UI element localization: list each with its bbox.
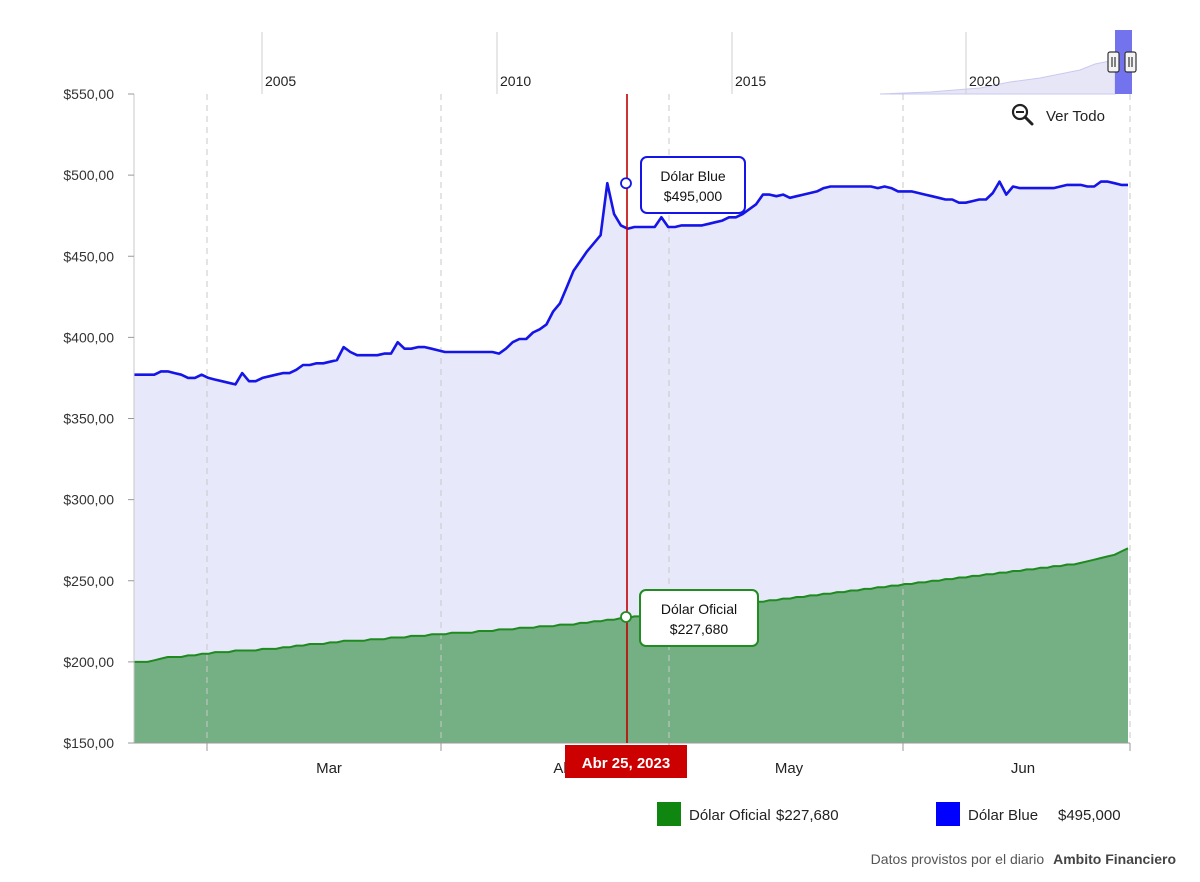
- ver-todo-button[interactable]: Ver Todo: [1011, 103, 1105, 126]
- y-tick-label: $350,00: [63, 411, 114, 427]
- tooltip-dolar-blue: Dólar Blue $495,000: [640, 156, 746, 214]
- navigator-background: [134, 30, 1134, 94]
- legend-item-dolar-oficial[interactable]: Dólar Oficial $227,680: [657, 802, 839, 826]
- navigator-handle-right[interactable]: [1124, 51, 1137, 73]
- x-tick-label: Jun: [1011, 760, 1035, 777]
- credit-source: Ambito Financiero: [1053, 851, 1176, 867]
- y-tick-label: $200,00: [63, 654, 114, 670]
- navigator-tick-label: 2015: [735, 73, 766, 89]
- tooltip-series-name: Dólar Oficial: [661, 601, 737, 617]
- legend-label-dolar-blue: Dólar Blue: [968, 807, 1038, 824]
- y-tick-label: $400,00: [63, 329, 114, 345]
- series-line-dolar-blue: [134, 180, 1128, 386]
- legend-swatch-dolar-oficial: [657, 802, 681, 826]
- series-area-dolar-oficial: [134, 548, 1128, 743]
- crosshair-date-badge: [565, 745, 687, 778]
- navigator-tick-label: 2005: [265, 73, 296, 89]
- legend-swatch-dolar-blue: [936, 802, 960, 826]
- legend-value-dolar-blue: $495,000: [1058, 807, 1121, 824]
- credit-prefix: Datos provistos por el diario: [871, 851, 1045, 867]
- legend-item-dolar-blue[interactable]: Dólar Blue $495,000: [936, 802, 1121, 826]
- credit-text[interactable]: Datos provistos por el diario Ambito Fin…: [871, 851, 1176, 867]
- y-tick-label: $150,00: [63, 735, 114, 751]
- y-tick-label: $450,00: [63, 248, 114, 264]
- y-tick-label: $550,00: [63, 86, 114, 102]
- crosshair-date-label: Abr 25, 2023: [582, 755, 670, 772]
- tooltip-point-marker: [620, 177, 632, 190]
- y-tick-label: $250,00: [63, 573, 114, 589]
- crosshair: Abr 25, 2023 Dólar Blue $495,000 Dólar Ofic…: [565, 94, 759, 778]
- legend-label-dolar-oficial: Dólar Oficial: [689, 807, 771, 824]
- tooltip-series-name: Dólar Blue: [660, 168, 726, 184]
- navigator-handle-left[interactable]: [1107, 51, 1120, 73]
- zoom-out-icon: [1011, 103, 1029, 121]
- tooltip-value: $227,680: [670, 621, 729, 637]
- tooltip-point-marker: [620, 611, 632, 623]
- navigator-tick-label: 2010: [500, 73, 531, 89]
- navigator[interactable]: 2005 2010 2015 2020: [134, 30, 1137, 95]
- navigator-selection[interactable]: [1115, 30, 1132, 94]
- y-tick-label: $500,00: [63, 167, 114, 183]
- legend[interactable]: Dólar Oficial $227,680 Dólar Blue $495,0…: [657, 802, 1121, 826]
- y-tick-label: $300,00: [63, 492, 114, 508]
- plot-area[interactable]: $550,00 $500,00 $450,00 $400,00 $350,00 $300,…: [63, 86, 1131, 777]
- legend-value-dolar-oficial: $227,680: [776, 807, 839, 824]
- x-tick-label: May: [775, 760, 804, 777]
- tooltip-value: $495,000: [664, 188, 723, 204]
- navigator-tick-label: 2020: [969, 73, 1000, 89]
- tooltip-dolar-oficial: Dólar Oficial $227,680: [639, 589, 759, 647]
- ver-todo-label: Ver Todo: [1046, 108, 1105, 125]
- x-tick-label: Mar: [316, 760, 342, 777]
